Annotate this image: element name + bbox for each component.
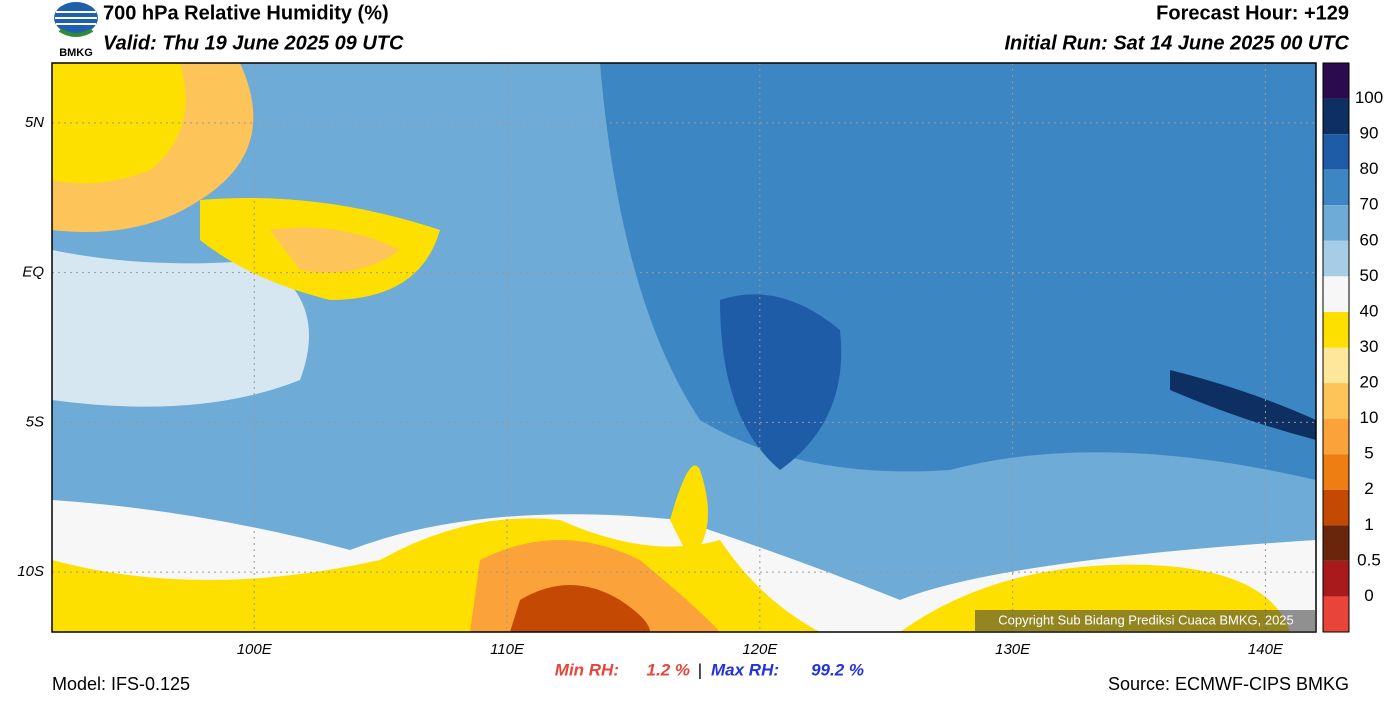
lat-tick-label: 5N [25,114,44,131]
colorbar-segment [1323,489,1349,526]
lon-tick-label: 110E [490,641,525,658]
colorbar-label: 5 [1364,444,1373,463]
colorbar-label: 90 [1360,124,1379,143]
lat-tick-label: 5S [26,413,44,430]
colorbar-label: 100 [1355,88,1383,107]
colorbar-segment [1323,134,1349,170]
logo-text: BMKG [59,47,93,59]
colorbar-label: 0.5 [1357,550,1381,569]
colorbar-label: 60 [1360,230,1379,249]
colorbar-segment [1323,596,1349,632]
colorbar-label: 40 [1360,301,1379,320]
colorbar-segment [1323,560,1349,597]
colorbar: 100 90 80 70 60 50 40 30 20 10 5 2 1 0.5 0 [1322,62,1383,633]
lon-tick-label: 130E [995,641,1031,658]
colorbar-label: 30 [1360,337,1379,356]
colorbar-segment [1323,240,1349,277]
colorbar-segment [1323,63,1349,99]
copyright-box [975,610,1316,632]
colorbar-segment [1323,418,1349,455]
colorbar-segment [1323,347,1349,384]
logo: BMKG [54,2,98,59]
humidity-field [52,63,1316,632]
grid [52,63,1316,632]
lat-tick-label: 10S [17,563,44,580]
colorbar-segment [1323,383,1349,419]
lon-tick-label: 100E [237,641,273,658]
max-label: Max RH: [711,660,779,679]
colorbar-segment [1323,205,1349,241]
colorbar-label: 70 [1360,195,1379,214]
colorbar-label: 10 [1360,408,1379,427]
colorbar-frame [1322,62,1350,633]
colorbar-segment [1323,454,1349,490]
source: Source: ECMWF-CIPS BMKG [1108,674,1349,694]
colorbar-segment [1323,525,1349,561]
valid-time: Valid: Thu 19 June 2025 09 UTC [103,32,404,54]
lon-tick-label: 140E [1248,641,1284,658]
lon-tick-label: 120E [742,641,778,658]
copyright: Copyright Sub Bidang Prediksi Cuaca BMKG… [998,612,1294,627]
colorbar-segment [1323,98,1349,135]
forecast-hour: Forecast Hour: +129 [1156,2,1349,24]
colorbar-segment [1323,169,1349,206]
initial-run: Initial Run: Sat 14 June 2025 00 UTC [1004,32,1349,54]
title: 700 hPa Relative Humidity (%) [103,2,389,24]
min-value: 1.2 % [647,660,690,679]
separator: | [698,660,702,679]
model: Model: IFS-0.125 [52,674,190,694]
colorbar-label: 80 [1360,159,1379,178]
colorbar-label: 2 [1364,479,1373,498]
max-value: 99.2 % [811,660,864,679]
colorbar-segment [1323,276,1349,312]
min-label: Min RH: [555,660,619,679]
colorbar-label: 50 [1360,266,1379,285]
colorbar-label: 1 [1364,515,1373,534]
colorbar-label: 20 [1360,373,1379,392]
colorbar-segment [1323,311,1349,348]
colorbar-label: 0 [1364,586,1373,605]
map-frame [51,62,1317,633]
lat-tick-label: EQ [22,264,44,281]
